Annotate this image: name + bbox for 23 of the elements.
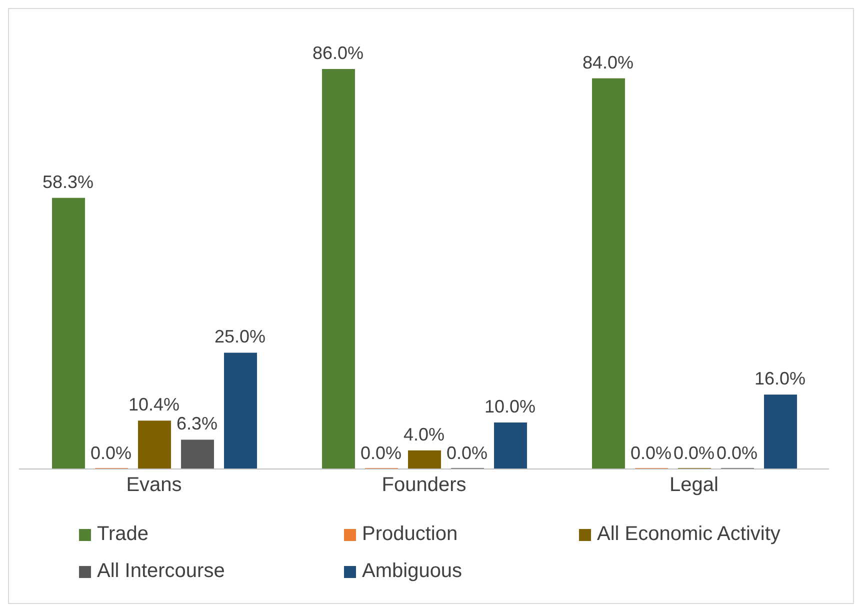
x-tick-label: Evans [126,474,182,496]
x-tick-label: Founders [382,474,466,496]
data-label: 58.3% [42,172,94,192]
data-label: 84.0% [582,52,634,72]
data-label: 0.0% [630,443,672,463]
legend-label: All Intercourse [97,560,225,583]
data-label: 0.0% [716,443,758,463]
data-label: 0.0% [90,443,132,463]
legend-label: Trade [97,523,149,546]
data-label: 16.0% [754,368,806,389]
data-label: 86.0% [312,43,364,63]
data-label: 0.0% [673,443,715,463]
data-label: 10.0% [484,396,536,416]
data-label: 10.4% [128,394,180,415]
legend-label: All Economic Activity [597,523,780,546]
legend-label: Ambiguous [362,560,462,583]
data-label: 0.0% [446,443,488,463]
data-label: 0.0% [360,443,402,463]
legend-label: Production [362,523,458,546]
x-tick-label: Legal [670,474,718,496]
data-label: 25.0% [214,326,266,347]
data-label: 4.0% [403,424,445,444]
data-label: 6.3% [176,414,218,434]
